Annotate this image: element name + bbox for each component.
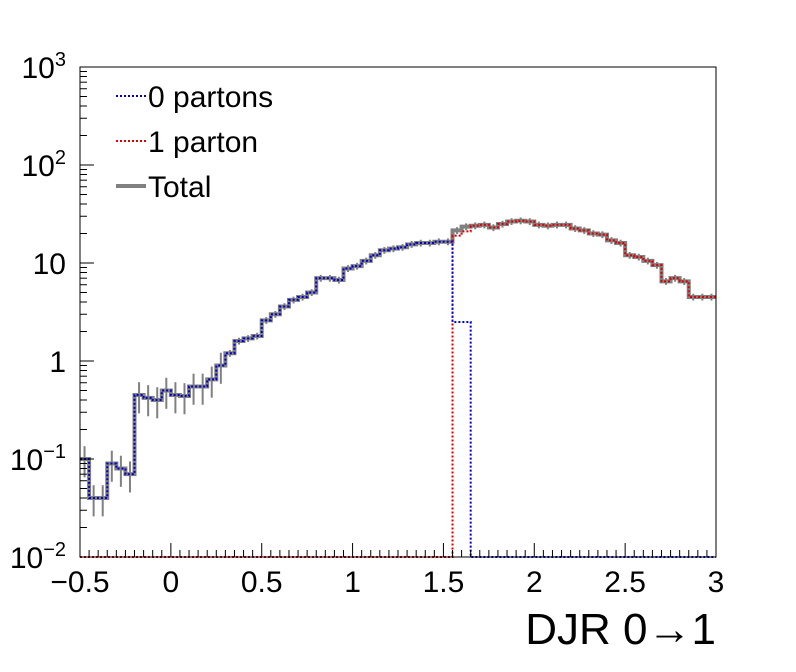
- x-tick-labels: −0.5 0 0.5 1 1.5 2 2.5 3: [50, 566, 724, 599]
- y-tick-label: 103: [22, 49, 67, 85]
- y-tick-label: 10−1: [10, 441, 66, 477]
- y-tick-labels: 10−2 10−1 1 10 102 103: [10, 49, 66, 575]
- x-tick-label: 0: [163, 566, 180, 599]
- series-layer: [80, 217, 716, 558]
- x-axis-title: DJR 0→1: [525, 605, 716, 654]
- y-tick-label: 10: [33, 248, 66, 281]
- legend-label: 0 partons: [148, 81, 273, 114]
- y-tick-label: 1: [49, 346, 66, 379]
- x-tick-label: 1: [344, 566, 361, 599]
- legend-label: Total: [148, 171, 211, 204]
- x-tick-label: 2.5: [604, 566, 646, 599]
- plot-frame: [79, 66, 717, 558]
- plot-area: [80, 67, 716, 557]
- legend: 0 partons 1 parton Total: [116, 81, 273, 204]
- ticks-layer: [79, 66, 717, 558]
- x-tick-label: 0.5: [241, 566, 283, 599]
- legend-label: 1 parton: [148, 126, 258, 159]
- x-tick-label: 3: [708, 566, 725, 599]
- x-tick-label: 2: [526, 566, 543, 599]
- x-tick-label: −0.5: [50, 566, 109, 599]
- series-line-0-partons: [80, 240, 716, 558]
- y-tick-label: 10−2: [10, 539, 66, 575]
- y-tick-label: 102: [22, 147, 67, 183]
- x-tick-label: 1.5: [423, 566, 465, 599]
